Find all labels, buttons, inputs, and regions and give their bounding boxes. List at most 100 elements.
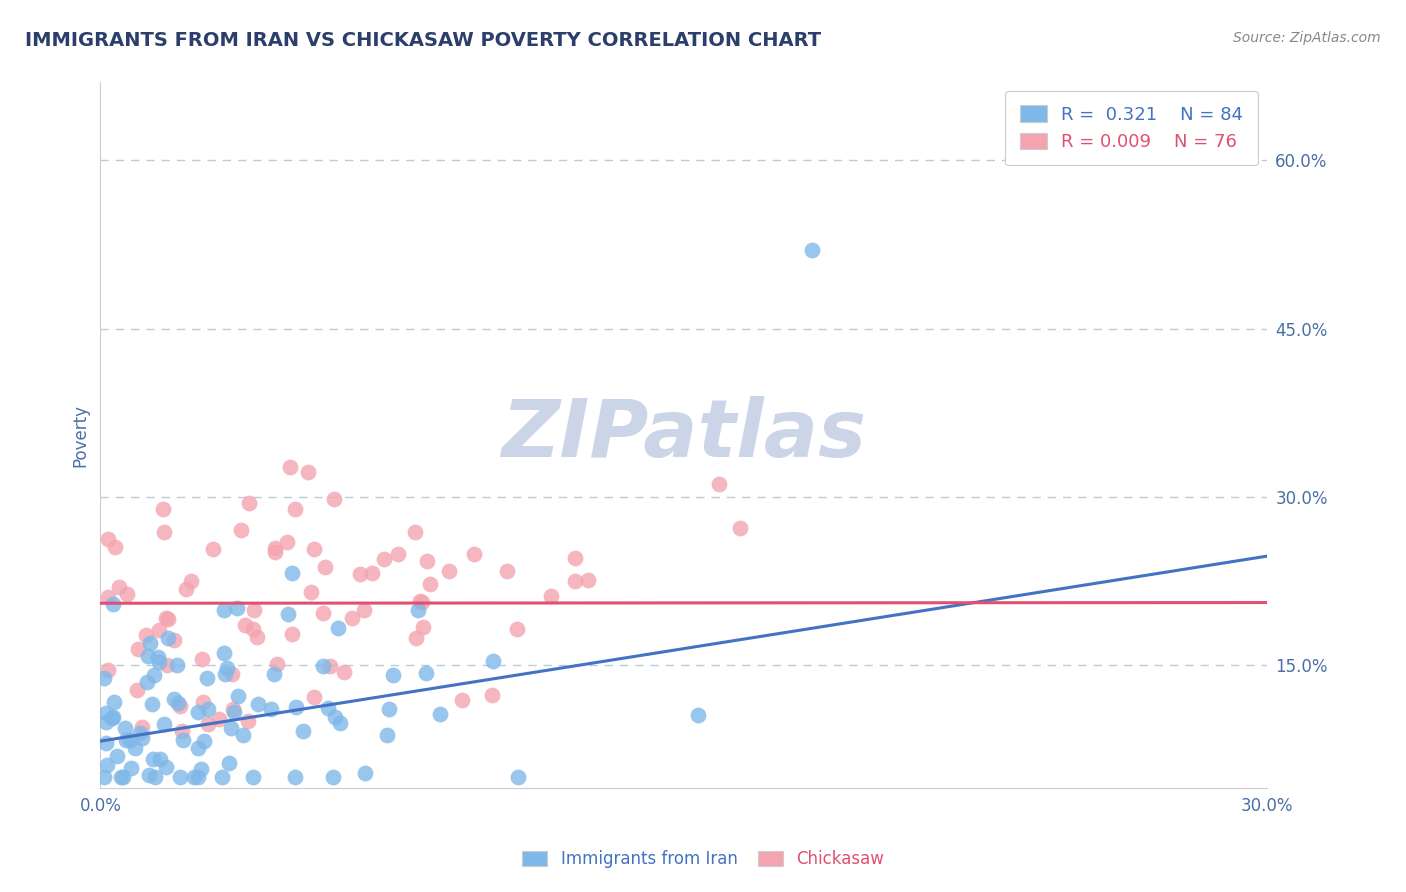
Text: IMMIGRANTS FROM IRAN VS CHICKASAW POVERTY CORRELATION CHART: IMMIGRANTS FROM IRAN VS CHICKASAW POVERT…	[25, 31, 821, 50]
Point	[322, 491, 344, 506]
Point	[481, 688, 503, 702]
Legend: R =  0.321    N = 84, R = 0.009    N = 76: R = 0.321 N = 84, R = 0.009 N = 76	[1005, 91, 1258, 165]
Point	[404, 524, 426, 539]
Point	[373, 552, 395, 566]
Point	[242, 770, 264, 784]
Point	[688, 708, 710, 723]
Point	[187, 741, 209, 756]
Point	[312, 606, 335, 620]
Point	[360, 566, 382, 581]
Point	[224, 705, 246, 719]
Point	[157, 612, 180, 626]
Point	[193, 733, 215, 747]
Point	[157, 631, 180, 645]
Point	[382, 668, 405, 682]
Point	[143, 770, 166, 784]
Point	[506, 622, 529, 636]
Point	[148, 649, 170, 664]
Point	[155, 759, 177, 773]
Point	[235, 617, 257, 632]
Point	[97, 590, 120, 604]
Point	[114, 732, 136, 747]
Point	[564, 574, 586, 588]
Point	[387, 547, 409, 561]
Point	[94, 736, 117, 750]
Point	[100, 711, 122, 725]
Point	[219, 722, 242, 736]
Point	[236, 714, 259, 729]
Point	[214, 666, 236, 681]
Point	[180, 574, 202, 588]
Point	[322, 770, 344, 784]
Point	[139, 636, 162, 650]
Point	[316, 701, 339, 715]
Point	[197, 702, 219, 716]
Point	[169, 770, 191, 784]
Point	[226, 601, 249, 615]
Point	[103, 597, 125, 611]
Point	[138, 768, 160, 782]
Point	[229, 523, 252, 537]
Point	[406, 603, 429, 617]
Point	[349, 566, 371, 581]
Point	[211, 770, 233, 784]
Point	[260, 702, 283, 716]
Point	[707, 477, 730, 491]
Point	[195, 671, 218, 685]
Point	[149, 751, 172, 765]
Point	[125, 683, 148, 698]
Point	[378, 701, 401, 715]
Point	[183, 770, 205, 784]
Point	[97, 663, 120, 677]
Point	[148, 656, 170, 670]
Point	[110, 770, 132, 784]
Point	[93, 770, 115, 784]
Point	[96, 757, 118, 772]
Point	[120, 733, 142, 747]
Point	[354, 766, 377, 780]
Point	[221, 702, 243, 716]
Point	[278, 459, 301, 474]
Point	[800, 243, 823, 257]
Point	[105, 749, 128, 764]
Point	[263, 666, 285, 681]
Point	[419, 577, 441, 591]
Point	[218, 756, 240, 770]
Point	[208, 712, 231, 726]
Point	[142, 668, 165, 682]
Point	[437, 564, 460, 578]
Point	[728, 521, 751, 535]
Point	[291, 723, 314, 738]
Point	[190, 763, 212, 777]
Point	[187, 705, 209, 719]
Point	[120, 762, 142, 776]
Point	[124, 741, 146, 756]
Point	[136, 675, 159, 690]
Point	[93, 672, 115, 686]
Point	[212, 603, 235, 617]
Point	[166, 696, 188, 710]
Point	[299, 585, 322, 599]
Point	[312, 659, 335, 673]
Point	[284, 502, 307, 516]
Point	[297, 466, 319, 480]
Text: Source: ZipAtlas.com: Source: ZipAtlas.com	[1233, 31, 1381, 45]
Point	[246, 630, 269, 644]
Point	[340, 611, 363, 625]
Point	[506, 770, 529, 784]
Point	[328, 621, 350, 635]
Point	[136, 648, 159, 663]
Point	[221, 667, 243, 681]
Point	[97, 532, 120, 546]
Point	[375, 728, 398, 742]
Point	[353, 603, 375, 617]
Point	[108, 580, 131, 594]
Point	[451, 692, 474, 706]
Point	[215, 661, 238, 675]
Point	[429, 707, 451, 722]
Point	[482, 654, 505, 668]
Point	[463, 547, 485, 561]
Point	[276, 535, 298, 549]
Point	[172, 723, 194, 738]
Point	[226, 689, 249, 703]
